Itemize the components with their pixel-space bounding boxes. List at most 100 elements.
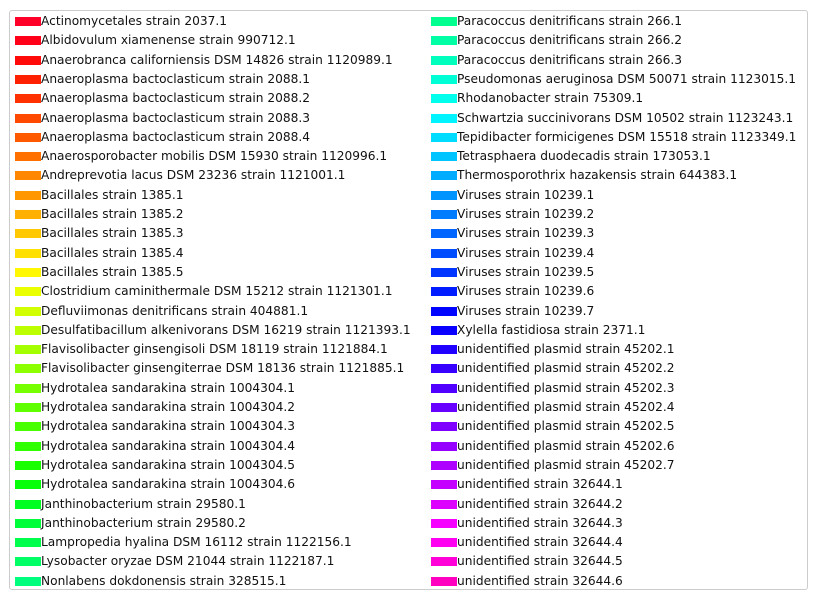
legend-label: Viruses strain 10239.4 (457, 245, 595, 260)
legend-swatch (15, 190, 41, 200)
legend-swatch (15, 152, 41, 162)
legend-label: Viruses strain 10239.3 (457, 226, 595, 241)
legend-swatch (15, 171, 41, 181)
legend-label: Hydrotalea sandarakina strain 1004304.5 (41, 457, 296, 472)
legend-label: unidentified plasmid strain 45202.6 (457, 438, 675, 453)
legend-label: Pseudomonas aeruginosa DSM 50071 strain … (457, 71, 796, 86)
legend-swatch (15, 94, 41, 104)
legend-label: Janthinobacterium strain 29580.2 (41, 515, 246, 530)
legend-label: Flavisolibacter ginsengiterrae DSM 18136… (41, 361, 405, 376)
legend-label: Andreprevotia lacus DSM 23236 strain 112… (41, 168, 346, 183)
legend-swatch (15, 74, 41, 84)
legend-label: Bacillales strain 1385.5 (41, 264, 184, 279)
legend-label: Hydrotalea sandarakina strain 1004304.3 (41, 419, 296, 434)
legend-label: Bacillales strain 1385.1 (41, 187, 184, 202)
legend-label: Hydrotalea sandarakina strain 1004304.1 (41, 380, 296, 395)
legend-swatch (15, 113, 41, 123)
legend-label: Nonlabens dokdonensis strain 328515.1 (41, 573, 287, 588)
legend-label: Anaeroplasma bactoclasticum strain 2088.… (41, 129, 310, 144)
legend-label: unidentified plasmid strain 45202.7 (457, 457, 675, 472)
legend-swatch (431, 364, 457, 374)
legend-swatch (15, 403, 41, 412)
legend-swatch (15, 36, 41, 46)
legend-swatch (15, 480, 41, 490)
legend-label: Lampropedia hyalina DSM 16112 strain 112… (41, 535, 352, 550)
legend-swatch (15, 248, 41, 258)
legend-swatch (15, 460, 41, 470)
legend-label: Bacillales strain 1385.3 (41, 226, 184, 241)
legend-swatch (431, 287, 457, 297)
legend-label: Xylella fastidiosa strain 2371.1 (457, 322, 646, 337)
legend-swatch (431, 17, 457, 26)
legend-label: Schwartzia succinivorans DSM 10502 strai… (457, 110, 794, 125)
legend-label: Hydrotalea sandarakina strain 1004304.2 (41, 400, 296, 414)
legend-label: Rhodanobacter strain 75309.1 (457, 91, 644, 106)
legend-swatch (15, 422, 41, 432)
legend-swatch (431, 113, 457, 123)
legend-label: unidentified plasmid strain 45202.5 (457, 419, 675, 434)
legend-swatch (15, 267, 41, 277)
legend-label: Thermosporothrix hazakensis strain 64438… (457, 168, 738, 183)
legend-swatch (431, 480, 457, 490)
legend-label: Paracoccus denitrificans strain 266.3 (457, 52, 683, 67)
legend-label: unidentified strain 32644.2 (457, 496, 623, 511)
legend-swatch (431, 499, 457, 509)
legend-label: Anaeroplasma bactoclasticum strain 2088.… (41, 110, 310, 125)
legend-label: Anaeroplasma bactoclasticum strain 2088.… (41, 91, 310, 106)
legend-label: Viruses strain 10239.5 (457, 264, 595, 279)
legend-label: Viruses strain 10239.2 (457, 207, 595, 221)
legend-label: unidentified plasmid strain 45202.2 (457, 361, 675, 376)
legend-swatch (15, 229, 41, 239)
legend-label: Paracoccus denitrificans strain 266.2 (457, 33, 683, 48)
legend-swatch (431, 229, 457, 239)
legend-label: unidentified strain 32644.1 (457, 477, 623, 492)
legend-swatch (431, 383, 457, 393)
legend-swatch (15, 17, 41, 26)
legend-label: unidentified plasmid strain 45202.3 (457, 380, 675, 395)
legend-swatch (15, 441, 41, 451)
legend-label: Albidovulum xiamenense strain 990712.1 (41, 33, 296, 48)
legend-swatch (431, 441, 457, 451)
legend-swatch (15, 306, 41, 316)
legend-swatch (431, 152, 457, 162)
legend-swatch (15, 132, 41, 142)
legend-label: Tepidibacter formicigenes DSM 15518 stra… (457, 129, 797, 144)
legend-swatch (431, 36, 457, 46)
legend-label: Janthinobacterium strain 29580.1 (41, 496, 246, 511)
legend-label: Flavisolibacter ginsengisoli DSM 18119 s… (41, 342, 388, 357)
legend-swatch (431, 345, 457, 355)
legend-swatch (431, 518, 457, 528)
legend-label: unidentified strain 32644.3 (457, 515, 623, 530)
legend-swatch (431, 210, 457, 219)
legend-swatch (15, 538, 41, 548)
legend-swatch (15, 518, 41, 528)
legend-label: Anaeroplasma bactoclasticum strain 2088.… (41, 71, 310, 86)
legend-swatch (431, 325, 457, 335)
legend-swatch (431, 74, 457, 84)
legend-label: Bacillales strain 1385.2 (41, 207, 184, 221)
legend-swatch (431, 576, 457, 586)
legend-swatch (15, 210, 41, 219)
legend-swatch (431, 557, 457, 567)
legend-label: Lysobacter oryzae DSM 21044 strain 11221… (41, 554, 335, 569)
legend-swatch (15, 55, 41, 65)
legend-label: Desulfatibacillum alkenivorans DSM 16219… (41, 322, 411, 337)
legend-label: Actinomycetales strain 2037.1 (41, 14, 228, 28)
legend-swatch (431, 248, 457, 258)
legend-swatch (431, 132, 457, 142)
legend-swatch (15, 345, 41, 355)
legend-swatch (15, 576, 41, 586)
legend-swatch (431, 403, 457, 412)
legend-label: Defluviimonas denitrificans strain 40488… (41, 303, 309, 318)
legend-swatch (15, 383, 41, 393)
legend-swatch (15, 557, 41, 567)
legend: Actinomycetales strain 2037.1 Albidovulum… (9, 10, 808, 590)
legend-label: Anaerobranca californiensis DSM 14826 st… (41, 52, 393, 67)
legend-swatch (15, 325, 41, 335)
legend-label: Hydrotalea sandarakina strain 1004304.4 (41, 438, 296, 453)
legend-swatch (431, 190, 457, 200)
legend-label: Hydrotalea sandarakina strain 1004304.6 (41, 477, 296, 492)
legend-swatch (431, 306, 457, 316)
legend-swatch (15, 499, 41, 509)
legend-swatch (15, 364, 41, 374)
